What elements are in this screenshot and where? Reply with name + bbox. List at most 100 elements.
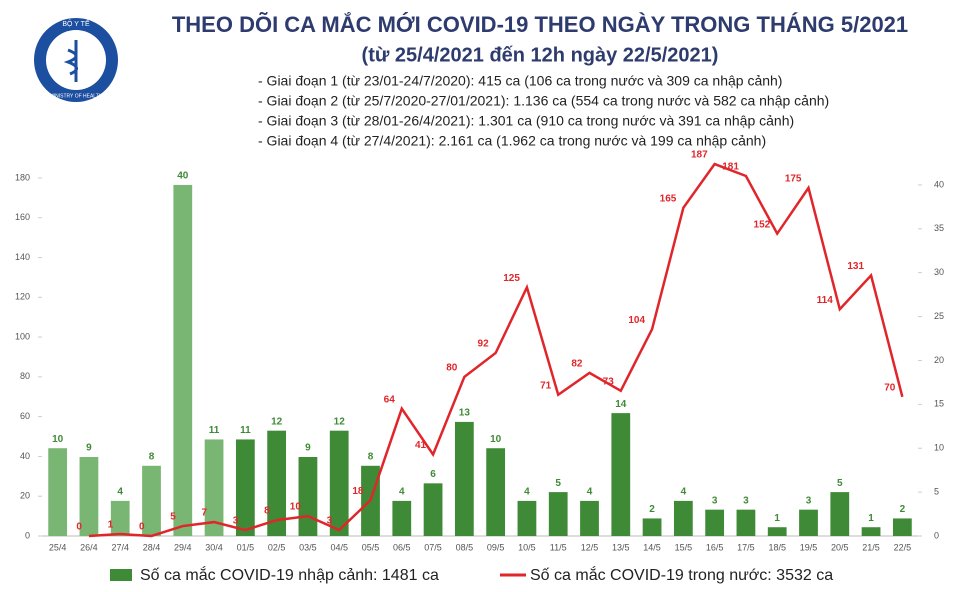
x-tick-label: 05/5 [362, 542, 380, 552]
x-tick-label: 21/5 [862, 542, 880, 552]
bar [642, 518, 662, 536]
line-label: 82 [571, 359, 583, 370]
y-tick-label: 20 [20, 491, 30, 501]
line-label: 104 [628, 315, 645, 326]
bar-label: 4 [587, 487, 593, 498]
x-tick-label: 18/5 [768, 542, 786, 552]
line-label: 175 [785, 174, 802, 185]
y-tick-label: 80 [20, 371, 30, 381]
bar-label: 5 [837, 478, 843, 489]
bar [799, 509, 818, 536]
annotation: - Giai đoạn 2 (từ 25/7/2020-27/01/2021):… [258, 93, 829, 109]
x-tick-label: 02/5 [268, 542, 286, 552]
bar [329, 430, 349, 536]
x-tick-label: 15/5 [675, 542, 693, 552]
line-label: 64 [384, 394, 396, 405]
bar [173, 184, 193, 536]
y2-tick-label: 40 [934, 179, 944, 189]
bar [736, 509, 756, 536]
bar [454, 421, 474, 536]
line-label: 5 [170, 512, 176, 523]
x-tick-label: 26/4 [80, 542, 98, 552]
line-label: 152 [754, 219, 771, 230]
logo-top: BỘ Y TẾ [62, 18, 90, 28]
bar [486, 448, 506, 536]
line-label: 1 [108, 520, 114, 531]
bar [767, 527, 787, 536]
line-label: 131 [847, 261, 864, 272]
line-label: 125 [503, 273, 520, 284]
bar [861, 527, 881, 536]
bar-label: 12 [334, 416, 346, 427]
bar [298, 457, 318, 536]
y2-tick-label: 20 [934, 355, 944, 365]
bar-label: 11 [240, 425, 251, 436]
x-tick-label: 30/4 [205, 542, 223, 552]
y2-tick-label: 10 [934, 443, 944, 453]
annotation: - Giai đoạn 1 (từ 23/01-24/7/2020): 415 … [258, 73, 782, 89]
x-tick-label: 09/5 [487, 542, 505, 552]
line-label: 80 [446, 363, 458, 374]
bar-label: 9 [86, 443, 92, 454]
x-tick-label: 06/5 [393, 542, 411, 552]
bar [705, 509, 725, 536]
bar-label: 2 [649, 504, 655, 515]
y2-tick-label: 30 [934, 267, 944, 277]
line-label: 114 [817, 295, 834, 306]
line-label: 18 [352, 486, 364, 497]
bar [204, 439, 224, 536]
bar-label: 6 [430, 469, 436, 480]
x-tick-label: 03/5 [299, 542, 317, 552]
line-label: 70 [884, 382, 896, 393]
y-tick-label: 120 [15, 292, 30, 302]
bar-label: 40 [177, 171, 189, 182]
logo-symbol [63, 40, 78, 82]
bar [392, 500, 412, 536]
bar-label: 9 [305, 443, 311, 454]
bar-label: 10 [52, 434, 64, 445]
x-tick-label: 11/5 [550, 542, 567, 552]
line-label: 10 [290, 502, 302, 513]
y-tick-label: 160 [15, 212, 30, 222]
y2-tick-label: 15 [934, 399, 944, 409]
bar-label: 1 [868, 513, 874, 524]
bar-label: 4 [681, 487, 687, 498]
bar-label: 4 [524, 487, 530, 498]
line-label: 3 [233, 516, 239, 527]
line-label: 181 [722, 162, 739, 173]
y-tick-label: 40 [20, 451, 30, 461]
bar [142, 465, 161, 536]
x-tick-label: 04/5 [330, 542, 348, 552]
line-label: 73 [603, 376, 615, 387]
bar [673, 500, 693, 536]
y-tick-label: 140 [15, 252, 30, 262]
bar-label: 3 [806, 495, 812, 506]
chart-subtitle: (từ 25/4/2021 đến 12h ngày 22/5/2021) [362, 44, 719, 66]
bar [79, 457, 99, 536]
bar [267, 430, 287, 536]
line-label: 3 [327, 516, 333, 527]
y2-tick-label: 0 [934, 530, 939, 540]
annotation: - Giai đoạn 3 (từ 28/01-26/4/2021): 1.30… [258, 113, 794, 129]
bar-label: 8 [149, 451, 155, 462]
y-tick-label: 60 [20, 411, 30, 421]
annotation: - Giai đoạn 4 (từ 27/4/2021): 2.161 ca (… [258, 133, 766, 149]
bar-label: 3 [712, 495, 718, 506]
legend-swatch [110, 569, 132, 581]
x-tick-label: 29/4 [174, 542, 192, 552]
x-tick-label: 19/5 [800, 542, 818, 552]
x-tick-label: 27/4 [111, 542, 129, 552]
bar [611, 413, 631, 536]
y-tick-label: 180 [15, 172, 30, 182]
y-tick-label: 100 [15, 331, 30, 341]
legend-label: Số ca mắc COVID-19 nhập cảnh: 1481 ca [140, 565, 439, 584]
bar [548, 492, 568, 536]
bar-label: 4 [399, 487, 405, 498]
bar [830, 492, 850, 536]
chart-title: THEO DÕI CA MẮC MỚI COVID-19 THEO NGÀY T… [172, 12, 908, 37]
logo-bottom: MINISTRY OF HEALTH [50, 93, 103, 99]
x-tick-label: 01/5 [237, 542, 255, 552]
x-tick-label: 20/5 [831, 542, 849, 552]
